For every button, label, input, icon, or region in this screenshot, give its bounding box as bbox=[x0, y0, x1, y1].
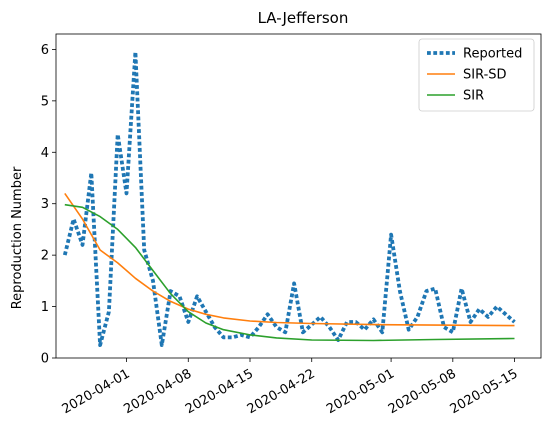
y-tick-label: 3 bbox=[41, 197, 49, 212]
series-line-sir-sd bbox=[64, 192, 515, 327]
legend-label-sir: SIR bbox=[463, 89, 484, 104]
series-line-sir bbox=[64, 203, 515, 342]
legend-label-sir-sd: SIR-SD bbox=[463, 68, 507, 83]
x-tick-label: 2020-05-01 bbox=[324, 366, 397, 417]
legend: Reported SIR-SD SIR bbox=[418, 38, 535, 112]
axes-frame bbox=[55, 33, 542, 359]
x-tick-label: 2020-04-01 bbox=[60, 366, 133, 417]
y-tick-label: 0 bbox=[41, 352, 49, 367]
chart-title: LA-Jefferson bbox=[258, 9, 349, 27]
y-tick-label: 6 bbox=[41, 43, 49, 58]
x-tick-label: 2020-04-22 bbox=[245, 366, 318, 417]
legend-label-reported: Reported bbox=[463, 47, 522, 62]
x-tick-label: 2020-04-15 bbox=[183, 366, 256, 417]
x-tick-label: 2020-05-15 bbox=[448, 366, 521, 417]
y-tick-label: 5 bbox=[41, 94, 49, 109]
y-tick-label: 1 bbox=[41, 300, 49, 315]
y-tick-label: 4 bbox=[41, 146, 49, 161]
plot-area bbox=[62, 50, 516, 347]
x-tick-label: 2020-04-08 bbox=[121, 366, 194, 417]
legend-box bbox=[418, 38, 535, 112]
y-tick-label: 2 bbox=[41, 249, 49, 264]
x-tick-label: 2020-05-08 bbox=[386, 366, 459, 417]
series-line-reported bbox=[62, 50, 516, 347]
y-axis-label: Reproduction Number bbox=[10, 166, 25, 309]
